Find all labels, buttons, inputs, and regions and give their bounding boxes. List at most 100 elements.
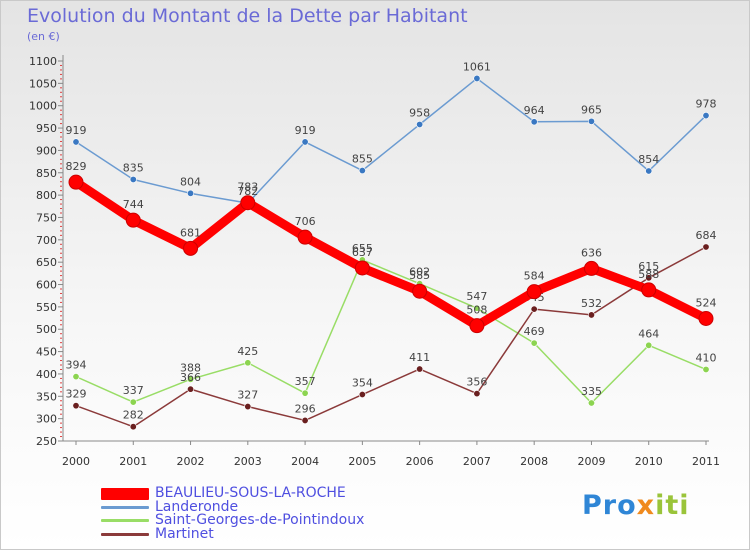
series-line [75,259,707,404]
data-label: 804 [180,175,201,188]
data-label: 296 [295,402,316,415]
data-point [301,416,309,424]
data-label: 602 [409,266,430,279]
data-point [129,423,137,431]
x-tick-label: 2002 [177,455,205,468]
y-tick-label: 450 [36,346,57,359]
data-point [301,138,309,146]
data-label: 394 [66,359,87,372]
data-label: 354 [352,377,373,390]
data-label: 636 [581,246,602,259]
data-point [702,112,710,120]
data-point [240,195,256,211]
data-label: 1061 [463,60,491,73]
data-label: 978 [696,98,717,111]
data-label: 388 [180,361,201,374]
y-tick-label: 1050 [29,77,57,90]
data-label: 744 [123,198,144,211]
y-tick-label: 550 [36,301,57,314]
data-label: 327 [237,389,258,402]
data-label: 588 [638,268,659,281]
data-label: 706 [295,215,316,228]
data-point [587,117,595,125]
data-label: 410 [696,351,717,364]
data-label: 464 [638,327,659,340]
series-line [75,246,707,428]
data-point [583,260,599,276]
x-tick-label: 2008 [520,455,548,468]
x-tick-label: 2009 [577,455,605,468]
legend-label: Martinet [155,525,214,542]
data-label: 357 [295,375,316,388]
y-tick-label: 500 [36,323,57,336]
legend-swatch [101,519,149,523]
data-label: 547 [466,290,487,303]
data-point [469,318,485,334]
data-point [125,212,141,228]
data-point [129,398,137,406]
chart-title: Evolution du Montant de la Dette par Hab… [27,5,468,27]
x-tick-label: 2005 [348,455,376,468]
data-point [187,375,195,383]
y-tick-label: 900 [36,144,57,157]
data-point [72,402,80,410]
data-point [72,138,80,146]
data-point [645,167,653,175]
data-point [645,274,653,282]
legend-item: Landeronde [101,498,364,515]
data-point [244,403,252,411]
x-tick-label: 2003 [234,455,262,468]
y-tick-label: 400 [36,368,57,381]
data-label: 919 [295,124,316,137]
data-point [526,284,542,300]
y-tick-label: 600 [36,279,57,292]
data-point [702,365,710,373]
data-label: 282 [123,409,144,422]
data-label: 337 [123,384,144,397]
data-label: 356 [466,376,487,389]
data-point [183,240,199,256]
data-point [641,282,657,298]
data-point [297,229,313,245]
data-label: 335 [581,385,602,398]
data-point [72,373,80,381]
data-label: 524 [696,297,717,310]
chart-subtitle: (en €) [27,30,60,43]
legend-swatch [101,505,149,509]
data-label: 615 [638,260,659,273]
data-point [354,260,370,276]
x-tick-label: 2007 [463,455,491,468]
data-point [68,174,84,190]
y-tick-label: 800 [36,189,57,202]
x-tick-label: 2000 [62,455,90,468]
data-label: 508 [466,304,487,317]
data-label: 835 [123,161,144,174]
y-tick-label: 850 [36,167,57,180]
data-point [530,118,538,126]
y-tick-label: 750 [36,211,57,224]
data-label: 854 [638,153,659,166]
data-point [473,304,481,312]
data-point [645,341,653,349]
data-point [702,243,710,251]
data-point [301,389,309,397]
data-point [530,305,538,313]
data-label: 681 [180,226,201,239]
data-label: 855 [352,153,373,166]
legend-label: BEAULIEU-SOUS-LA-ROCHE [155,485,346,502]
x-tick-label: 2006 [406,455,434,468]
legend-label: Landeronde [155,498,239,515]
data-label: 411 [409,351,430,364]
data-label: 783 [237,181,258,194]
data-label: 637 [352,246,373,259]
y-tick-label: 1100 [29,55,57,68]
data-point [587,311,595,319]
data-label: 584 [524,270,545,283]
y-tick-label: 1000 [29,100,57,113]
data-label: 958 [409,106,430,119]
data-point [473,390,481,398]
y-tick-label: 950 [36,122,57,135]
x-tick-label: 2011 [692,455,720,468]
data-point [412,283,428,299]
